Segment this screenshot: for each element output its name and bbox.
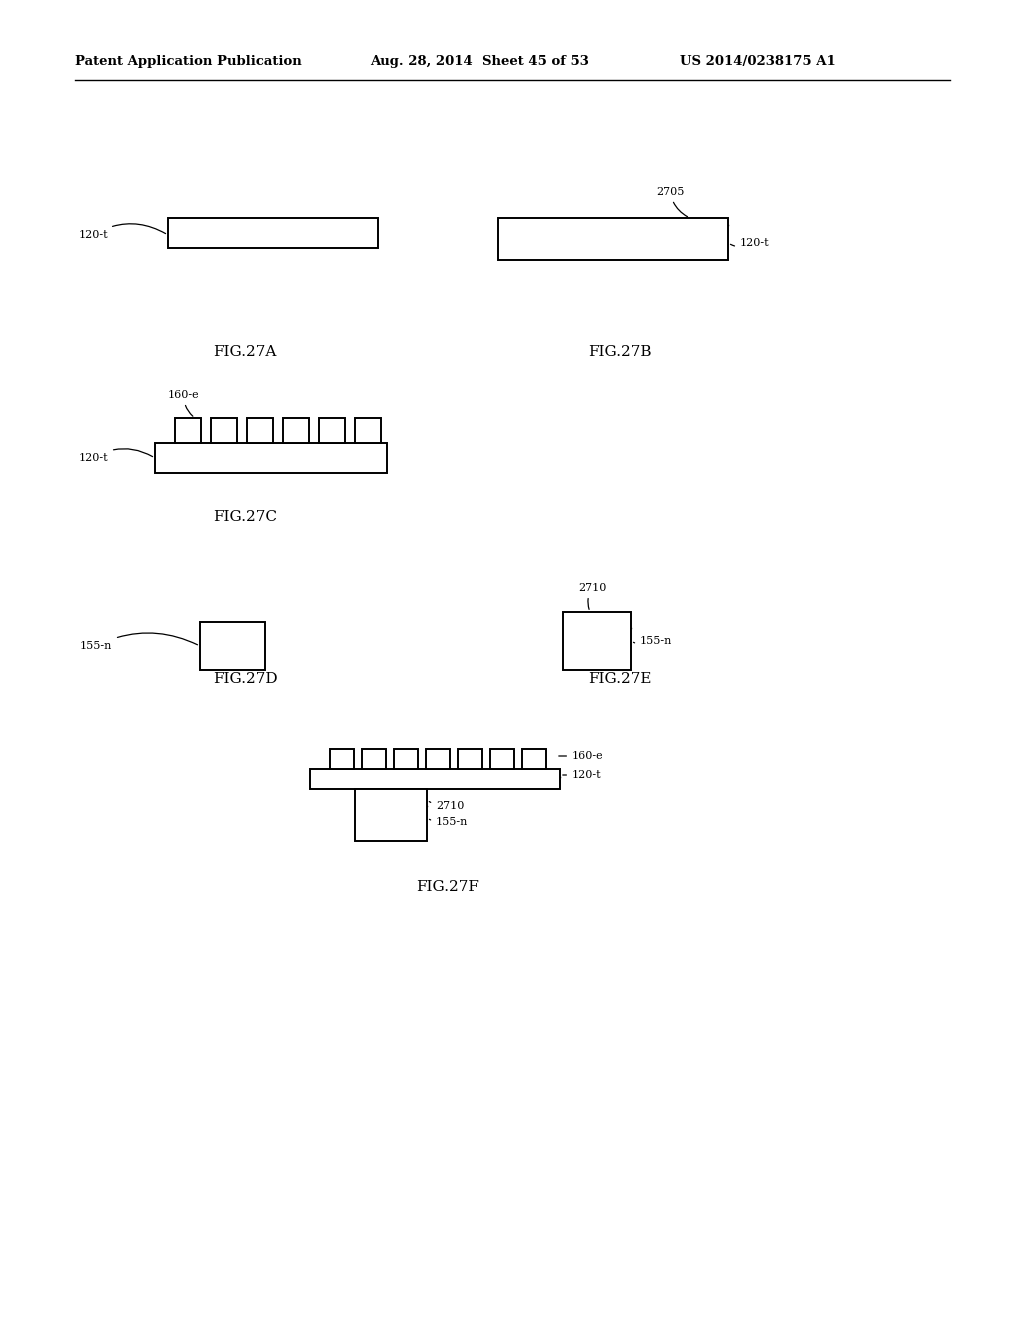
Text: FIG.27D: FIG.27D xyxy=(213,672,278,686)
Bar xyxy=(362,748,386,770)
Text: 2710: 2710 xyxy=(429,801,464,810)
Bar xyxy=(458,748,482,770)
Bar xyxy=(355,789,427,841)
Text: 160-e: 160-e xyxy=(559,751,603,762)
Bar xyxy=(426,748,450,770)
Text: FIG.27F: FIG.27F xyxy=(417,880,479,894)
Bar xyxy=(355,418,381,444)
Bar xyxy=(247,418,273,444)
Text: 155-n: 155-n xyxy=(80,634,198,651)
Bar xyxy=(283,418,309,444)
Text: FIG.27B: FIG.27B xyxy=(588,345,651,359)
Text: FIG.27E: FIG.27E xyxy=(588,672,651,686)
Bar xyxy=(522,748,546,770)
Text: 2710: 2710 xyxy=(578,583,606,610)
Bar xyxy=(310,770,560,789)
Text: 120-t: 120-t xyxy=(563,770,602,780)
Text: Patent Application Publication: Patent Application Publication xyxy=(75,55,302,69)
Text: FIG.27A: FIG.27A xyxy=(213,345,276,359)
Text: 120-t: 120-t xyxy=(79,449,153,463)
Text: 155-n: 155-n xyxy=(634,636,673,645)
Bar xyxy=(319,418,345,444)
Text: US 2014/0238175 A1: US 2014/0238175 A1 xyxy=(680,55,836,69)
Text: 160-e: 160-e xyxy=(168,389,200,416)
Bar xyxy=(200,622,265,671)
Bar xyxy=(394,748,418,770)
Text: FIG.27C: FIG.27C xyxy=(213,510,278,524)
Bar xyxy=(211,418,237,444)
Bar xyxy=(168,218,378,248)
Text: 2705: 2705 xyxy=(655,187,687,216)
Bar xyxy=(490,748,514,770)
Text: 120-t: 120-t xyxy=(79,224,166,240)
Bar xyxy=(175,418,201,444)
Bar xyxy=(330,748,354,770)
Text: 120-t: 120-t xyxy=(730,238,770,248)
Bar xyxy=(563,612,631,671)
Text: 155-n: 155-n xyxy=(429,817,468,828)
Bar xyxy=(155,444,387,473)
Bar xyxy=(498,218,728,260)
Text: Aug. 28, 2014  Sheet 45 of 53: Aug. 28, 2014 Sheet 45 of 53 xyxy=(370,55,589,69)
